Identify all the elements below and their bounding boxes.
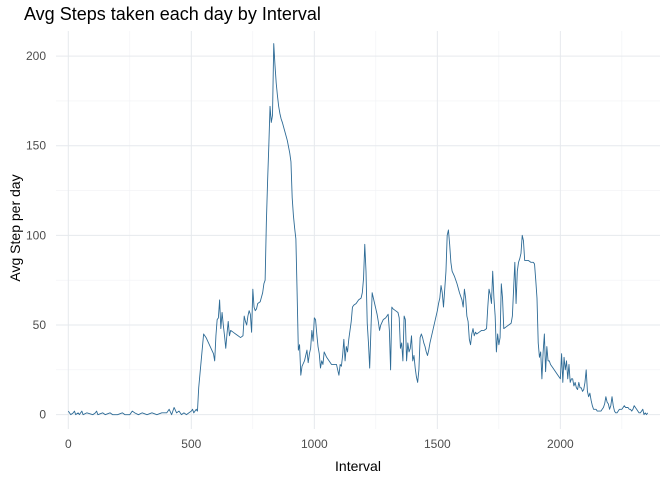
series-line: [67, 43, 649, 416]
x-tick-label: 1000: [301, 437, 328, 451]
y-tick-label: 0: [39, 408, 46, 422]
y-tick-label: 150: [26, 139, 46, 153]
y-tick-label: 100: [26, 228, 46, 242]
x-tick-label: 0: [65, 437, 72, 451]
x-tick-label: 500: [181, 437, 201, 451]
major-gridlines: [56, 31, 660, 429]
y-tick-label: 50: [33, 318, 47, 332]
y-tick-label: 200: [26, 49, 46, 63]
x-axis-ticks: 0 500 1000 1500 2000: [65, 437, 574, 451]
y-axis-ticks: 0 50 100 150 200: [26, 49, 46, 422]
minor-gridlines: [56, 31, 660, 429]
chart-title: Avg Steps taken each day by Interval: [24, 4, 321, 24]
series-layer: [67, 43, 649, 416]
x-tick-label: 1500: [424, 437, 451, 451]
x-tick-label: 2000: [547, 437, 574, 451]
y-axis-title: Avg Step per day: [7, 174, 23, 281]
x-axis-title: Interval: [335, 458, 381, 474]
